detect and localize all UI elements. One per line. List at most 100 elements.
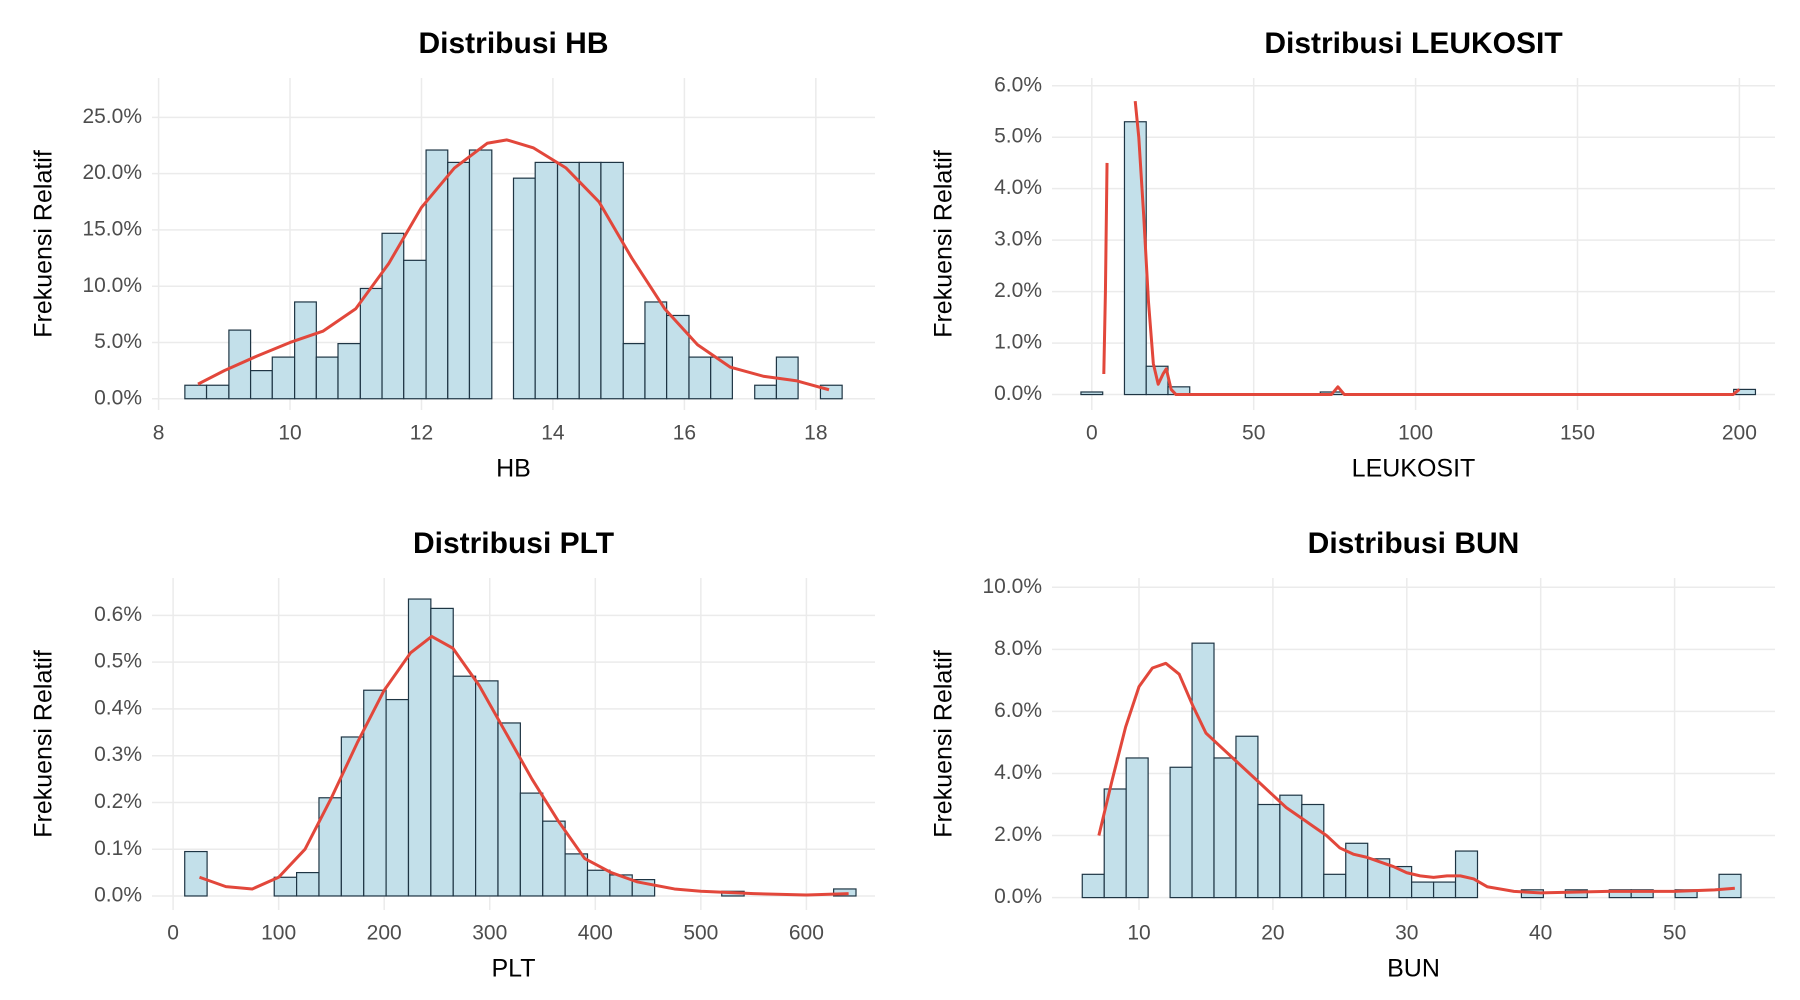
- bar: [184, 384, 208, 400]
- y-tick-label: 10.0%: [982, 575, 1042, 598]
- y-tick-label: 25.0%: [82, 105, 142, 128]
- x-tick-label: 40: [1529, 922, 1552, 945]
- bar: [1323, 873, 1347, 899]
- y-tick-label: 6.0%: [994, 73, 1042, 96]
- bar: [1257, 803, 1281, 899]
- x-tick-label: 18: [804, 422, 827, 445]
- y-tick-label: 2.0%: [994, 823, 1042, 846]
- y-tick-label: 0.1%: [94, 837, 142, 860]
- bar: [1432, 881, 1457, 899]
- y-axis-label: Frekuensi Relatif: [930, 150, 958, 338]
- x-tick-label: 200: [1722, 422, 1757, 445]
- x-tick-label: 50: [1242, 422, 1265, 445]
- x-tick-label: 100: [1398, 422, 1433, 445]
- bar: [407, 598, 432, 897]
- y-axis-label: Frekuensi Relatif: [30, 150, 58, 338]
- bar: [586, 869, 611, 897]
- bar: [497, 722, 521, 897]
- bar: [666, 314, 690, 400]
- bar: [1301, 803, 1325, 899]
- y-tick-label: 0.4%: [94, 696, 142, 719]
- density-line: [197, 138, 830, 392]
- x-tick-label: 10: [278, 422, 301, 445]
- x-tick-label: 0: [1086, 422, 1098, 445]
- x-tick-label: 200: [367, 922, 402, 945]
- bar: [294, 301, 317, 400]
- bar: [688, 356, 712, 400]
- x-tick-label: 30: [1395, 922, 1418, 945]
- bar: [1718, 873, 1742, 899]
- y-tick-label: 2.0%: [994, 279, 1042, 302]
- bar: [644, 301, 668, 400]
- y-tick-label: 5.0%: [994, 125, 1042, 148]
- bar: [1191, 642, 1215, 899]
- bar: [1454, 850, 1479, 899]
- bar: [452, 675, 477, 897]
- bar: [315, 356, 339, 400]
- bar: [754, 384, 778, 400]
- bar: [1123, 121, 1147, 396]
- y-tick-label: 5.0%: [94, 330, 142, 353]
- chart-title: Distribusi LEUKOSIT: [1264, 27, 1562, 60]
- bar: [512, 177, 536, 400]
- y-tick-label: 0.2%: [94, 790, 142, 813]
- bar: [249, 370, 273, 400]
- bar: [1169, 766, 1193, 899]
- bar: [296, 871, 320, 897]
- y-tick-label: 10.0%: [82, 274, 142, 297]
- bar: [1213, 757, 1237, 899]
- y-axis-label: Frekuensi Relatif: [930, 650, 958, 838]
- bar: [385, 698, 410, 897]
- density-line: [1097, 661, 1735, 895]
- x-tick-label: 14: [541, 422, 565, 445]
- y-tick-label: 3.0%: [994, 228, 1042, 251]
- bar: [184, 850, 208, 897]
- bar: [519, 792, 544, 897]
- bar: [542, 820, 566, 897]
- y-tick-label: 0.0%: [994, 382, 1042, 405]
- x-tick-label: 20: [1261, 922, 1284, 945]
- bar: [340, 736, 365, 897]
- x-tick-label: 300: [472, 922, 507, 945]
- density-line: [198, 634, 849, 897]
- chart-title: Distribusi PLT: [413, 527, 614, 560]
- y-tick-label: 0.0%: [994, 885, 1042, 908]
- bar: [273, 876, 298, 897]
- density-line: [1102, 162, 1109, 374]
- x-tick-label: 16: [673, 422, 696, 445]
- x-tick-label: 50: [1663, 922, 1686, 945]
- x-tick-label: 100: [261, 922, 296, 945]
- chart-title: Distribusi HB: [418, 27, 608, 60]
- y-tick-label: 0.6%: [94, 603, 142, 626]
- y-tick-label: 4.0%: [994, 761, 1042, 784]
- bar: [430, 607, 454, 897]
- bar: [447, 161, 471, 400]
- bar: [710, 356, 733, 400]
- bar: [1411, 881, 1435, 899]
- bar: [359, 287, 383, 400]
- bar: [1080, 391, 1104, 396]
- bar: [578, 161, 602, 400]
- bar: [403, 259, 427, 400]
- bar: [1630, 889, 1654, 899]
- y-tick-label: 0.5%: [94, 650, 142, 673]
- x-tick-label: 0: [167, 922, 179, 945]
- y-tick-label: 0.0%: [94, 884, 142, 907]
- x-tick-label: 500: [683, 922, 718, 945]
- bar: [205, 384, 230, 400]
- bar: [534, 161, 559, 400]
- x-axis-label: HB: [496, 455, 531, 483]
- y-axis-label: Frekuensi Relatif: [30, 650, 58, 838]
- x-axis-label: PLT: [492, 955, 536, 983]
- bar: [1125, 757, 1149, 899]
- bar: [564, 853, 589, 897]
- x-tick-label: 150: [1560, 422, 1595, 445]
- bar: [1081, 873, 1105, 899]
- y-tick-label: 0.0%: [94, 386, 142, 409]
- x-tick-label: 8: [153, 422, 165, 445]
- x-tick-label: 400: [578, 922, 613, 945]
- bar: [1733, 388, 1757, 396]
- bar: [468, 149, 493, 400]
- chart-title: Distribusi BUN: [1308, 527, 1520, 560]
- bar: [622, 343, 646, 400]
